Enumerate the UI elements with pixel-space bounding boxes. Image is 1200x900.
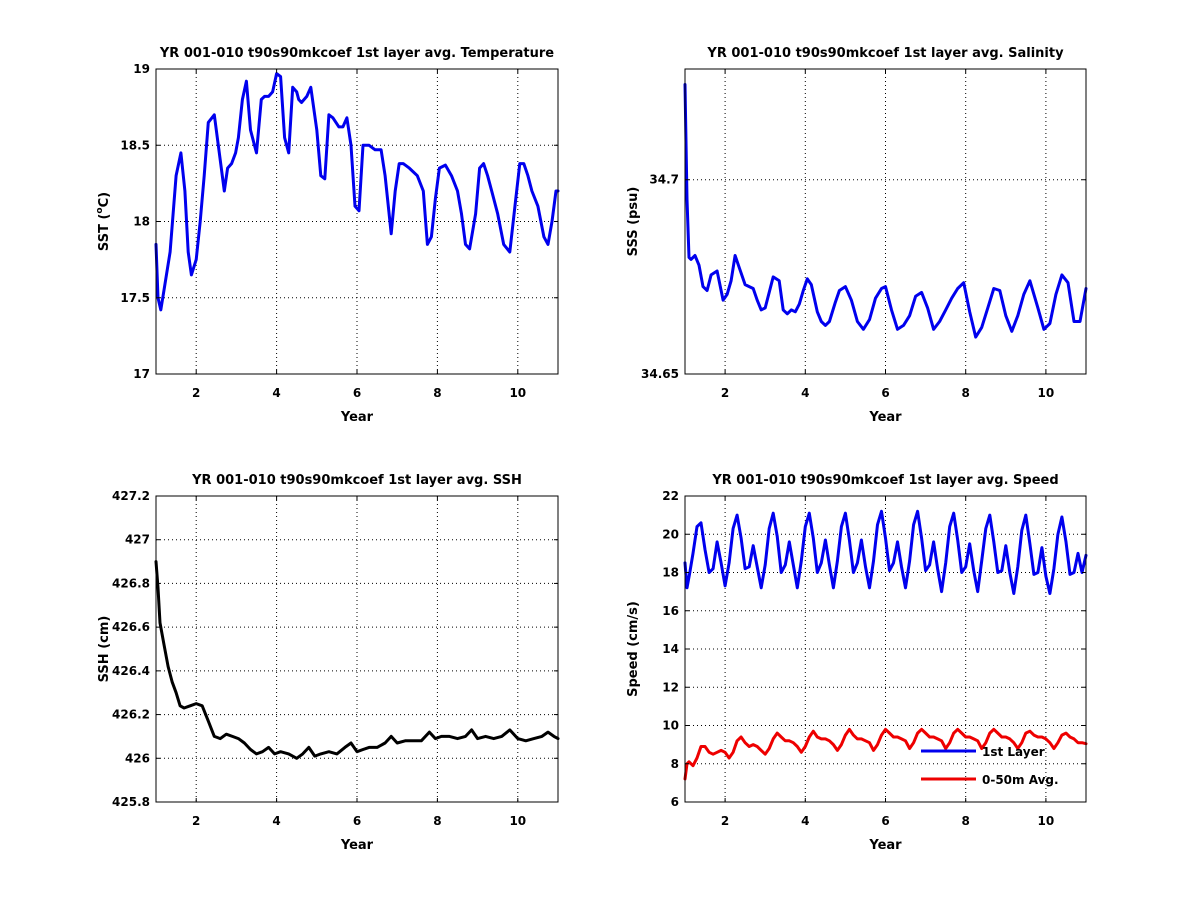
- salinity-chart-title: YR 001-010 t90s90mkcoef 1st layer avg. S…: [706, 46, 1064, 61]
- temperature-ytick-label-1: 17.5: [120, 291, 150, 305]
- temperature-ytick-label-2: 18: [133, 215, 150, 229]
- salinity-series-line-0: [683, 83, 1088, 339]
- ssh-ytick-label-2: 426.2: [112, 708, 150, 722]
- ssh-series-line-0: [154, 560, 560, 760]
- salinity-xtick-label-3: 8: [962, 386, 970, 400]
- speed-ytick-label-1: 8: [671, 757, 679, 771]
- ssh-xtick-label-1: 4: [272, 814, 280, 828]
- speed-legend-label-1: 0-50m Avg.: [982, 773, 1059, 787]
- speed-xtick-label-4: 10: [1038, 814, 1055, 828]
- ssh-xtick-label-0: 2: [192, 814, 200, 828]
- speed-x-axis-label: Year: [868, 838, 902, 853]
- speed-legend-label-0: 1st Layer: [982, 745, 1045, 759]
- speed-xtick-label-3: 8: [962, 814, 970, 828]
- salinity-xtick-label-0: 2: [721, 386, 729, 400]
- speed-panel: 2 4 6 8 10 6 8 10 12 14 16 18 20 22 YR 001-010 t90s90m…: [626, 473, 1088, 853]
- speed-ytick-label-6: 18: [662, 566, 679, 580]
- salinity-ytick-label-1: 34.7: [649, 173, 679, 187]
- speed-series-line-1: [683, 727, 1088, 781]
- temperature-x-axis-label: Year: [340, 410, 374, 425]
- speed-ytick-label-7: 20: [662, 527, 679, 541]
- speed-legend: 1st Layer 0-50m Avg.: [921, 745, 1059, 787]
- salinity-ytick-label-0: 34.65: [641, 367, 679, 381]
- temperature-xtick-label-0: 2: [192, 386, 200, 400]
- ssh-ytick-label-5: 426.8: [112, 576, 150, 590]
- ssh-ytick-label-4: 426.6: [112, 620, 150, 634]
- temperature-panel: 2 4 6 8 10 17 17.5 18 18.5 19 YR 001-010 t90s90mkc…: [95, 46, 560, 425]
- speed-ytick-label-8: 22: [662, 489, 679, 503]
- speed-ytick-label-4: 14: [662, 642, 679, 656]
- ssh-ytick-label-6: 427: [125, 533, 150, 547]
- ssh-ytick-label-7: 427.2: [112, 489, 150, 503]
- speed-ytick-label-5: 16: [662, 604, 679, 618]
- speed-xtick-label-2: 6: [881, 814, 889, 828]
- salinity-xtick-label-4: 10: [1038, 386, 1055, 400]
- temperature-ytick-label-3: 18.5: [120, 138, 150, 152]
- salinity-x-axis-label: Year: [868, 410, 902, 425]
- ssh-xtick-label-3: 8: [433, 814, 441, 828]
- speed-ytick-label-0: 6: [671, 795, 679, 809]
- temperature-y-axis-label: SST (oC): [95, 192, 112, 251]
- temperature-xtick-label-3: 8: [433, 386, 441, 400]
- speed-y-axis-label: Speed (cm/s): [626, 601, 641, 697]
- salinity-panel: 2 4 6 8 10 34.65 34.7 YR 001-010 t90s90mkcoef 1…: [626, 46, 1088, 425]
- temperature-xtick-label-2: 6: [353, 386, 361, 400]
- ssh-xtick-label-2: 6: [353, 814, 361, 828]
- ssh-ytick-label-0: 425.8: [112, 795, 150, 809]
- salinity-y-axis-label: SSS (psu): [626, 187, 641, 257]
- speed-chart-title: YR 001-010 t90s90mkcoef 1st layer avg. S…: [711, 473, 1058, 488]
- speed-ytick-label-2: 10: [662, 719, 679, 733]
- temperature-ytick-label-0: 17: [133, 367, 150, 381]
- speed-xtick-label-0: 2: [721, 814, 729, 828]
- ssh-panel: 2 4 6 8 10 425.8 426 426.2 426.4 426.6 426.8 427 427…: [97, 473, 560, 853]
- temperature-xtick-label-1: 4: [272, 386, 280, 400]
- ssh-y-axis-label: SSH (cm): [97, 616, 112, 683]
- ssh-xtick-label-4: 10: [509, 814, 526, 828]
- ssh-chart-title: YR 001-010 t90s90mkcoef 1st layer avg. S…: [191, 473, 522, 488]
- ssh-x-axis-label: Year: [340, 838, 374, 853]
- temperature-series-line-0: [154, 72, 560, 312]
- temperature-chart-title: YR 001-010 t90s90mkcoef 1st layer avg. T…: [159, 46, 554, 61]
- speed-xtick-label-1: 4: [801, 814, 809, 828]
- speed-series-line-0: [683, 509, 1088, 595]
- salinity-xtick-label-1: 4: [801, 386, 809, 400]
- speed-ytick-label-3: 12: [662, 680, 679, 694]
- temperature-ytick-label-4: 19: [133, 62, 150, 76]
- temperature-xtick-label-4: 10: [509, 386, 526, 400]
- salinity-xtick-label-2: 6: [881, 386, 889, 400]
- ssh-ytick-label-1: 426: [125, 751, 150, 765]
- ssh-ytick-label-3: 426.4: [112, 664, 150, 678]
